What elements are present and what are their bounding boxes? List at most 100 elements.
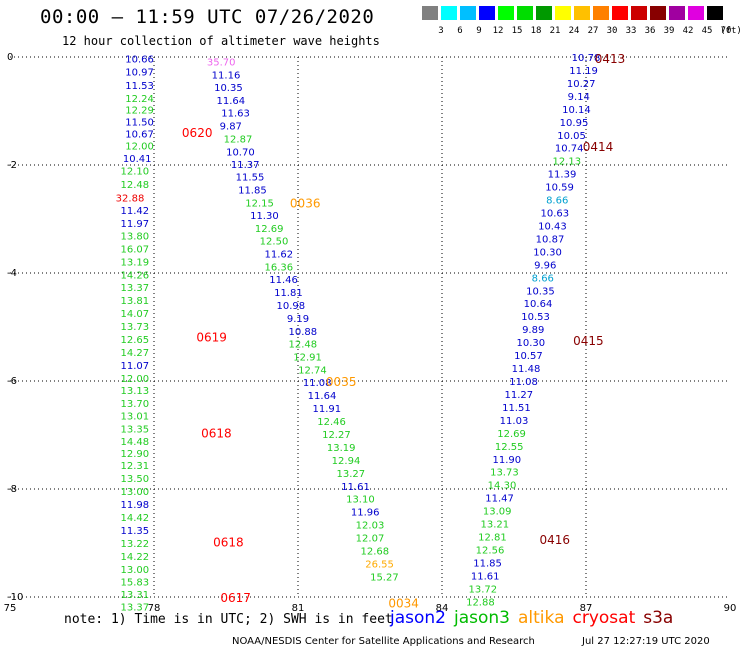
wave-height-value: 13.10 (346, 495, 375, 506)
wave-height-value: 11.61 (341, 482, 370, 493)
pass-id-label: 0036 (290, 196, 321, 210)
wave-height-value: 12.88 (466, 597, 495, 608)
scale-swatch (707, 6, 723, 20)
scale-label: 21 (549, 26, 561, 36)
legend-jason3: jason3 (454, 608, 510, 628)
wave-height-value: 12.00 (120, 374, 149, 385)
wave-height-value: 11.27 (504, 390, 533, 401)
legend-altika: altika (518, 608, 565, 628)
y-tick-label: -6 (7, 376, 17, 387)
scale-swatch (517, 6, 533, 20)
wave-height-value: 10.14 (562, 105, 591, 116)
wave-height-value: 10.87 (536, 234, 565, 245)
wave-height-value: 12.13 (552, 157, 581, 168)
wave-height-value: 12.69 (497, 429, 526, 440)
pass-id-label: 0035 (326, 375, 357, 389)
wave-height-value: 12.74 (298, 366, 327, 377)
scale-label: 70 (720, 26, 732, 36)
wave-height-value: 10.95 (560, 118, 589, 129)
wave-height-value: 13.00 (120, 565, 149, 576)
scale-label: 45 (701, 26, 713, 36)
page-title: 00:00 – 11:59 UTC 07/26/2020 (40, 6, 375, 28)
wave-height-value: 10.05 (557, 131, 586, 142)
wave-height-value: 13.73 (490, 468, 519, 479)
wave-height-value: 11.07 (120, 361, 149, 372)
wave-height-value: 9.89 (522, 325, 544, 336)
scale-swatch (479, 6, 495, 20)
wave-height-value: 10.88 (288, 327, 317, 338)
wave-height-value: 16.36 (264, 263, 293, 274)
scale-swatch (441, 6, 457, 20)
wave-height-value: 13.72 (468, 584, 497, 595)
scale-label: 30 (606, 26, 618, 36)
wave-height-value: 11.16 (212, 70, 241, 81)
wave-height-value: 12.27 (322, 430, 351, 441)
wave-height-value: 12.56 (476, 545, 505, 556)
legend-jason2: jason2 (390, 608, 446, 628)
scale-label: 39 (663, 26, 675, 36)
wave-height-value: 11.85 (238, 185, 267, 196)
wave-height-value: 11.50 (125, 117, 154, 128)
wave-height-value: 12.68 (360, 547, 389, 558)
wave-height-value: 13.27 (336, 469, 365, 480)
wave-height-value: 8.66 (532, 273, 554, 284)
legend-s3a: s3a (643, 608, 674, 628)
wave-height-value: 11.42 (120, 206, 149, 217)
wave-height-value: 9.87 (220, 122, 242, 133)
wave-height-value: 11.08 (509, 377, 538, 388)
wave-height-value: 11.53 (125, 81, 154, 92)
wave-height-value: 11.35 (120, 526, 149, 537)
wave-height-value: 11.64 (216, 96, 245, 107)
scale-swatch (631, 6, 647, 20)
scale-label: 18 (530, 26, 542, 36)
wave-height-value: 11.08 (303, 378, 332, 389)
scale-swatch (593, 6, 609, 20)
scale-label: 33 (625, 26, 637, 36)
wave-height-value: 12.50 (260, 237, 289, 248)
wave-height-value: 11.62 (264, 250, 293, 261)
wave-height-value: 11.46 (269, 275, 298, 286)
wave-height-value: 10.64 (524, 299, 553, 310)
wave-height-value: 10.57 (514, 351, 543, 362)
wave-height-value: 12.03 (356, 521, 385, 532)
wave-height-value: 35.70 (207, 57, 236, 68)
pass-id-label: 0619 (196, 331, 227, 345)
wave-height-value: 11.37 (231, 160, 260, 171)
wave-height-value: 12.94 (332, 456, 361, 467)
wave-height-value: 12.31 (120, 461, 149, 472)
wave-height-value: 10.53 (521, 312, 550, 323)
wave-height-value: 11.63 (221, 109, 250, 120)
pass-id-label: 0415 (573, 334, 604, 348)
wave-height-value: 13.13 (120, 386, 149, 397)
wave-height-value: 13.00 (120, 487, 149, 498)
wave-height-value: 13.09 (483, 507, 512, 518)
credit-line: NOAA/NESDIS Center for Satellite Applica… (232, 636, 535, 647)
wave-height-value: 12.24 (125, 94, 154, 105)
wave-height-value: 10.27 (567, 79, 596, 90)
scale-swatch (650, 6, 666, 20)
wave-height-value: 11.98 (120, 500, 149, 511)
wave-height-value: 12.55 (495, 442, 524, 453)
satellite-legend: jason2 jason3 altika cryosat s3a (390, 608, 681, 628)
wave-height-value: 16.07 (120, 245, 149, 256)
pass-id-label: 0620 (182, 126, 213, 140)
x-tick-label: 87 (580, 603, 593, 614)
wave-height-value: 10.98 (276, 301, 305, 312)
wave-height-value: 12.10 (120, 166, 149, 177)
wave-height-value: 13.50 (120, 474, 149, 485)
wave-height-value: 10.59 (545, 183, 574, 194)
wave-height-value: 13.80 (120, 232, 149, 243)
y-tick-label: -10 (7, 592, 23, 603)
wave-height-value: 11.47 (485, 494, 514, 505)
scale-swatch (498, 6, 514, 20)
scale-swatch (422, 6, 438, 20)
scale-swatch (574, 6, 590, 20)
wave-height-value: 11.30 (250, 211, 279, 222)
wave-height-value: 14.30 (488, 481, 517, 492)
wave-height-value: 10.97 (125, 68, 154, 79)
wave-height-value: 12.48 (288, 340, 317, 351)
wave-height-value: 11.85 (473, 558, 502, 569)
legend-cryosat: cryosat (572, 608, 636, 628)
wave-height-value: 10.30 (533, 247, 562, 258)
